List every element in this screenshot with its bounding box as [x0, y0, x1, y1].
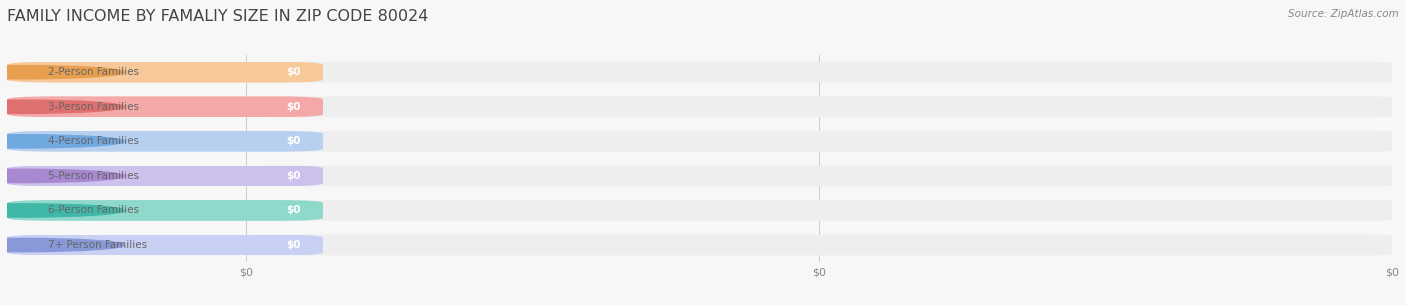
Text: 3-Person Families: 3-Person Families	[48, 102, 139, 112]
Text: $0: $0	[256, 171, 270, 181]
Text: Source: ZipAtlas.com: Source: ZipAtlas.com	[1288, 9, 1399, 19]
FancyBboxPatch shape	[7, 62, 323, 83]
Text: 7+ Person Families: 7+ Person Families	[48, 240, 148, 250]
Text: $0: $0	[287, 136, 301, 146]
Circle shape	[0, 169, 124, 182]
Text: $0: $0	[256, 102, 270, 112]
Text: $0: $0	[256, 136, 270, 146]
FancyBboxPatch shape	[7, 200, 323, 221]
Circle shape	[0, 100, 124, 113]
Circle shape	[0, 135, 124, 148]
FancyBboxPatch shape	[7, 235, 323, 255]
Text: $0: $0	[287, 67, 301, 77]
Text: $0: $0	[287, 240, 301, 250]
Text: FAMILY INCOME BY FAMALIY SIZE IN ZIP CODE 80024: FAMILY INCOME BY FAMALIY SIZE IN ZIP COD…	[7, 9, 429, 24]
Text: $0: $0	[287, 171, 301, 181]
FancyBboxPatch shape	[7, 131, 323, 152]
Text: $0: $0	[256, 206, 270, 215]
Text: $0: $0	[287, 102, 301, 112]
Text: 4-Person Families: 4-Person Families	[48, 136, 139, 146]
Text: 6-Person Families: 6-Person Families	[48, 206, 139, 215]
Text: $0: $0	[256, 67, 270, 77]
Text: $0: $0	[256, 240, 270, 250]
FancyBboxPatch shape	[7, 166, 323, 186]
Circle shape	[0, 239, 124, 252]
FancyBboxPatch shape	[246, 96, 1392, 117]
FancyBboxPatch shape	[246, 62, 1392, 83]
FancyBboxPatch shape	[7, 96, 323, 117]
Circle shape	[0, 204, 124, 217]
Text: 5-Person Families: 5-Person Families	[48, 171, 139, 181]
FancyBboxPatch shape	[246, 166, 1392, 186]
FancyBboxPatch shape	[246, 235, 1392, 255]
FancyBboxPatch shape	[246, 131, 1392, 152]
FancyBboxPatch shape	[246, 200, 1392, 221]
Text: 2-Person Families: 2-Person Families	[48, 67, 139, 77]
Circle shape	[0, 66, 124, 79]
Text: $0: $0	[287, 206, 301, 215]
